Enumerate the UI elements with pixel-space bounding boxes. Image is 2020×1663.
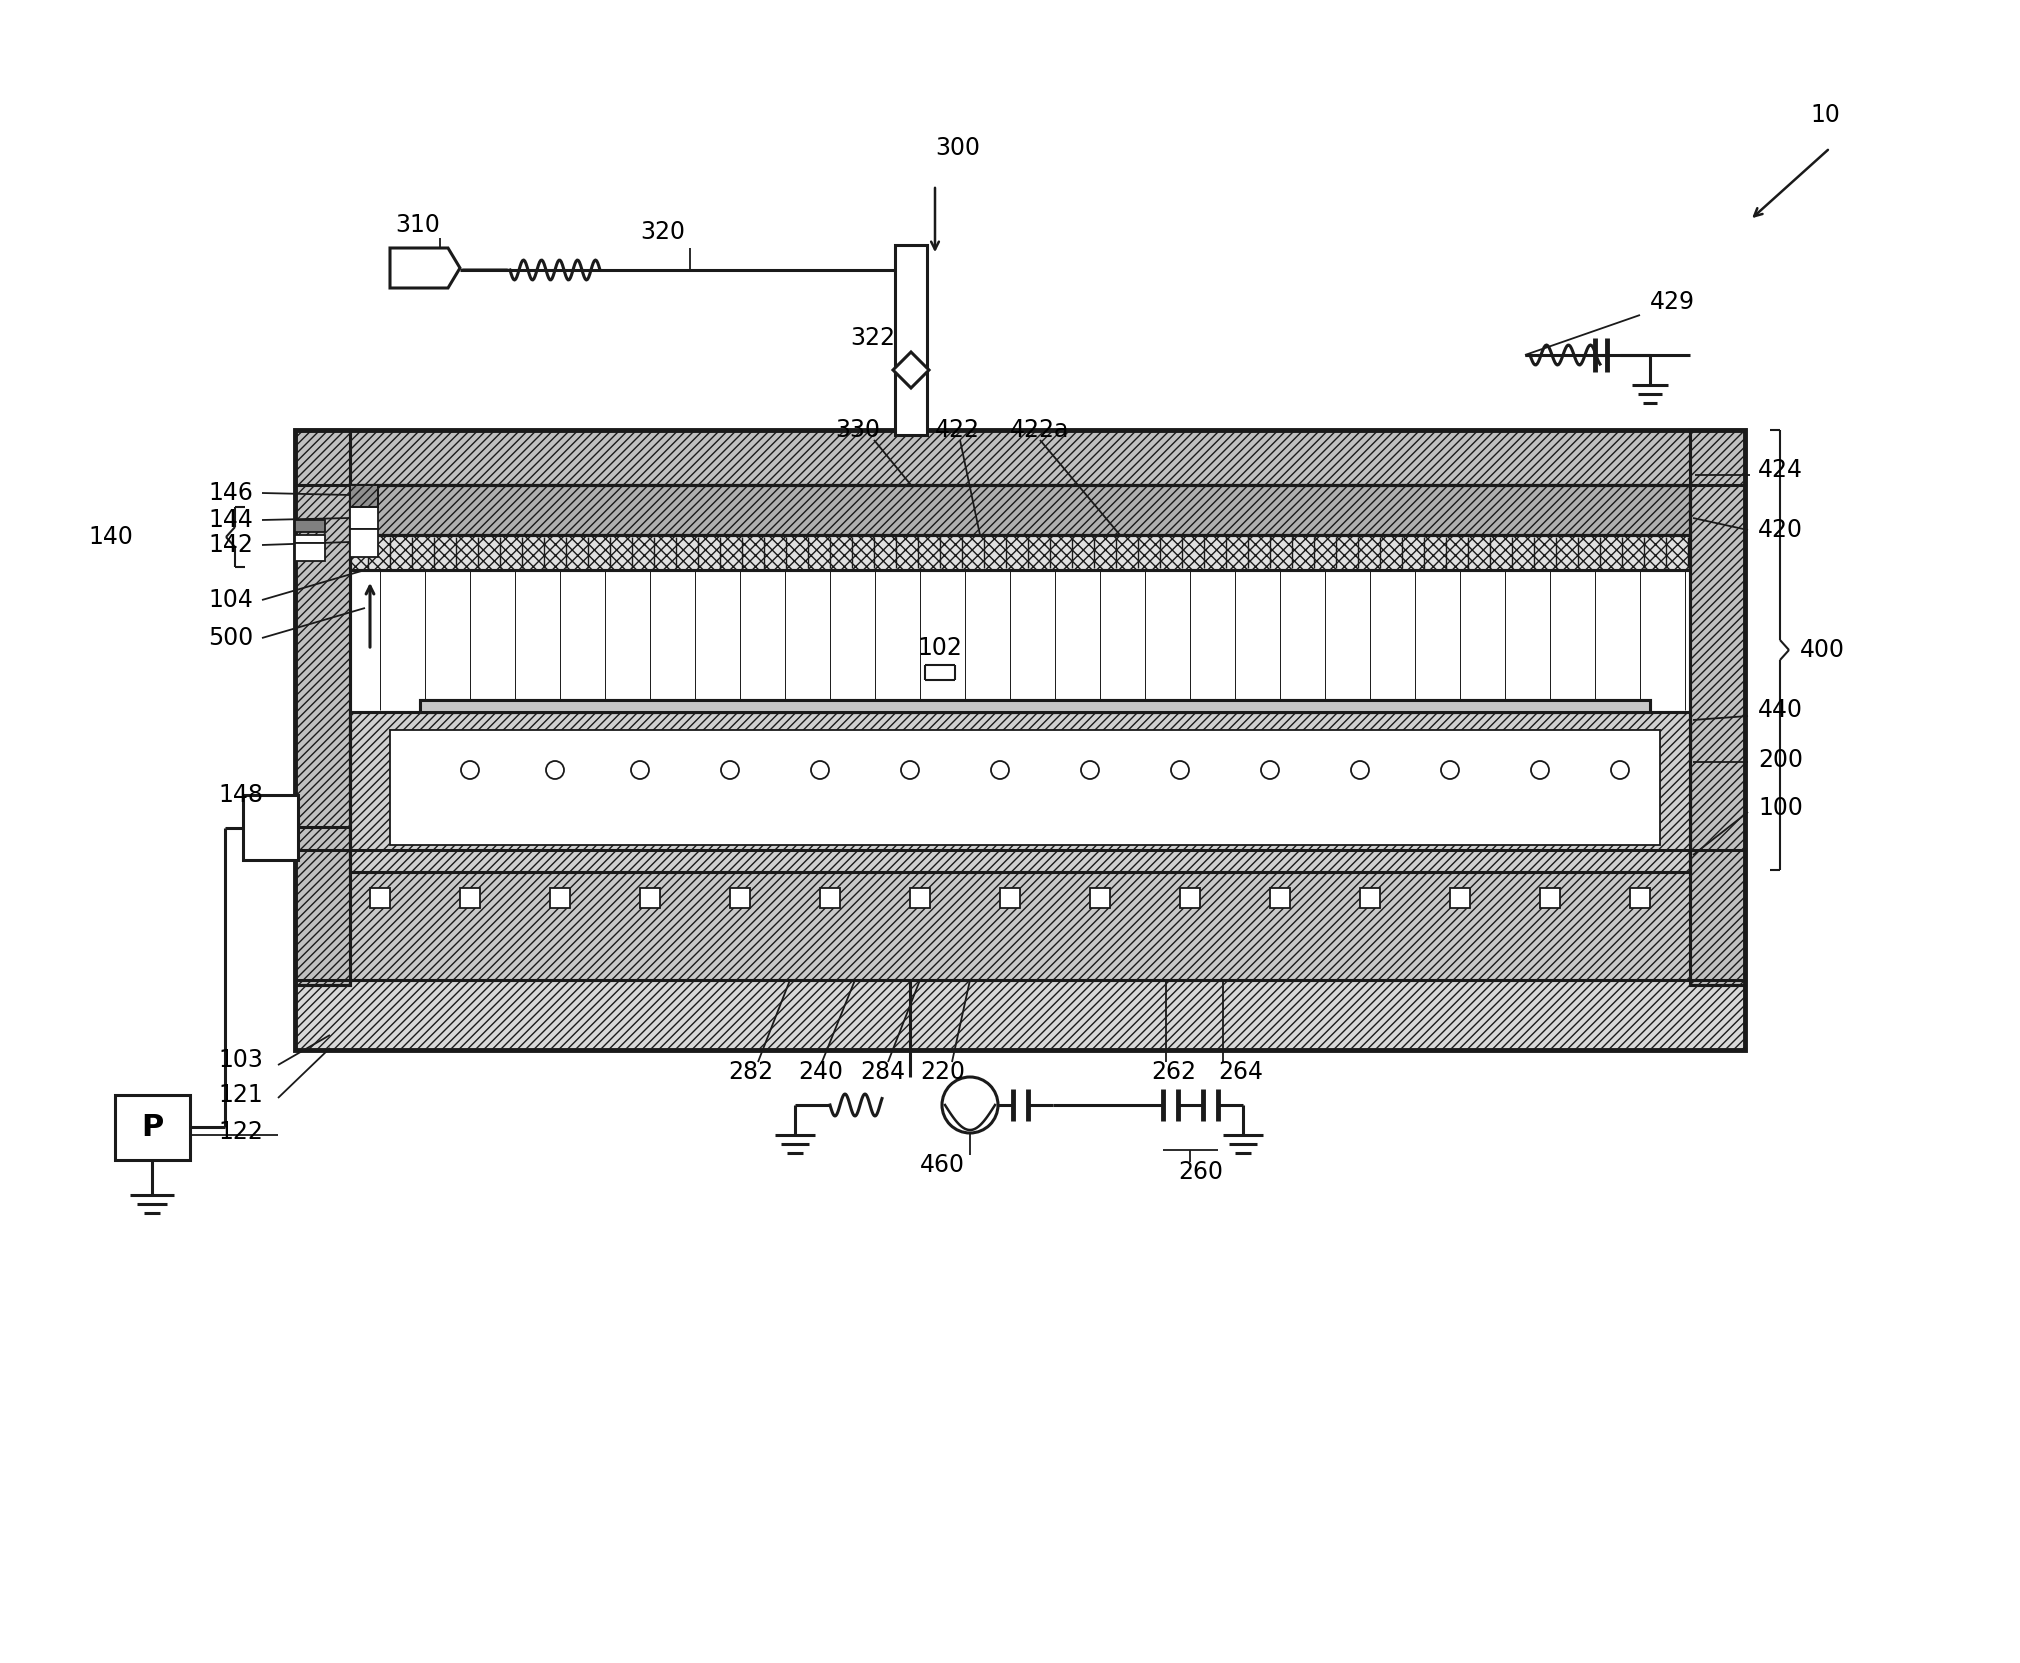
Bar <box>370 888 390 908</box>
Bar <box>461 888 481 908</box>
Bar <box>1091 888 1111 908</box>
Text: 420: 420 <box>1757 517 1804 542</box>
Bar <box>295 431 1745 486</box>
Bar <box>390 730 1660 845</box>
Bar <box>295 431 1745 1049</box>
Text: 200: 200 <box>1757 748 1804 772</box>
Bar <box>1000 888 1020 908</box>
Text: 422a: 422a <box>1010 417 1069 442</box>
Text: 440: 440 <box>1757 698 1804 722</box>
Text: 260: 260 <box>1178 1161 1222 1184</box>
Bar <box>242 795 299 860</box>
Bar <box>295 431 349 984</box>
Text: 460: 460 <box>919 1152 964 1177</box>
Text: 322: 322 <box>850 326 895 349</box>
Bar <box>295 431 1745 486</box>
Bar <box>349 486 1691 535</box>
Bar <box>1691 431 1745 984</box>
Text: 103: 103 <box>218 1048 263 1073</box>
Bar <box>349 535 1691 570</box>
Text: 500: 500 <box>208 625 252 650</box>
Text: 148: 148 <box>218 783 263 807</box>
Text: 284: 284 <box>861 1059 905 1084</box>
Bar <box>909 888 929 908</box>
Bar <box>729 888 749 908</box>
Text: 262: 262 <box>1151 1059 1196 1084</box>
Bar <box>349 486 1691 535</box>
Text: 10: 10 <box>1810 103 1840 126</box>
Bar <box>295 850 1745 980</box>
Text: 144: 144 <box>208 507 252 532</box>
Bar <box>115 1094 190 1161</box>
Text: 220: 220 <box>919 1059 966 1084</box>
Text: 104: 104 <box>208 589 252 612</box>
Bar <box>295 431 1745 1049</box>
Text: 400: 400 <box>1800 639 1844 662</box>
Bar <box>349 535 1691 570</box>
Text: 146: 146 <box>208 481 252 506</box>
Bar <box>1450 888 1471 908</box>
Bar <box>295 850 1745 980</box>
Bar <box>295 544 325 560</box>
Text: 300: 300 <box>935 136 980 160</box>
Bar <box>349 486 1691 965</box>
Text: 102: 102 <box>917 635 962 660</box>
Bar <box>349 486 378 507</box>
Text: 424: 424 <box>1757 457 1804 482</box>
Bar <box>1180 888 1200 908</box>
Bar <box>820 888 840 908</box>
Text: 310: 310 <box>396 213 440 238</box>
Text: 121: 121 <box>218 1083 263 1108</box>
Text: 330: 330 <box>834 417 881 442</box>
Text: 422: 422 <box>935 417 980 442</box>
Bar <box>1691 431 1745 984</box>
Bar <box>1359 888 1380 908</box>
Bar <box>295 431 349 984</box>
Bar <box>895 244 927 436</box>
Text: 142: 142 <box>208 534 252 557</box>
Bar <box>1271 888 1291 908</box>
Bar <box>1539 888 1559 908</box>
Bar <box>390 730 1660 845</box>
Bar <box>420 700 1650 712</box>
Text: 264: 264 <box>1218 1059 1262 1084</box>
Text: 282: 282 <box>727 1059 774 1084</box>
Bar <box>1630 888 1650 908</box>
Bar <box>349 712 1691 871</box>
Bar <box>295 535 325 544</box>
Bar <box>420 700 1650 712</box>
Polygon shape <box>893 353 929 387</box>
Bar <box>640 888 661 908</box>
Text: P: P <box>141 1113 164 1141</box>
Text: 240: 240 <box>798 1059 842 1084</box>
Polygon shape <box>390 248 461 288</box>
Bar <box>295 521 325 532</box>
Bar <box>349 712 1691 871</box>
Text: 320: 320 <box>640 220 685 244</box>
Bar <box>549 888 570 908</box>
Text: 140: 140 <box>89 526 133 549</box>
Bar <box>349 529 378 557</box>
Bar <box>349 507 378 529</box>
Text: 122: 122 <box>218 1119 263 1144</box>
Bar <box>349 486 378 507</box>
Text: 100: 100 <box>1757 797 1804 820</box>
Text: 429: 429 <box>1650 289 1695 314</box>
